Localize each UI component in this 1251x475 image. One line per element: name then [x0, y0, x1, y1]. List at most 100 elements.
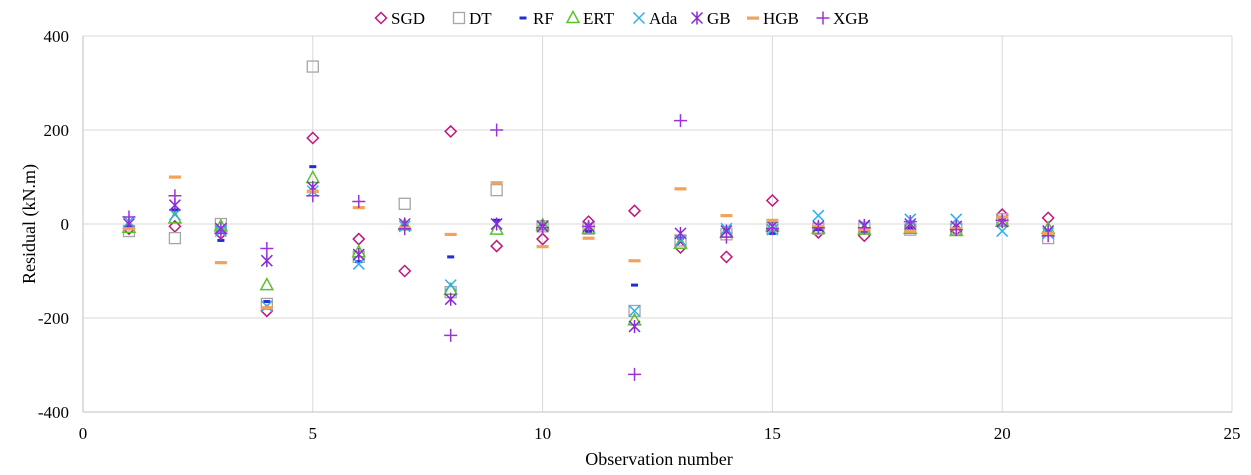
data-point [674, 187, 687, 191]
legend-label: RF [533, 9, 554, 28]
data-point [857, 221, 871, 235]
data-point [490, 123, 504, 137]
data-point [444, 232, 457, 237]
data-point [673, 114, 687, 128]
axes: 0 5 10 15 20 25 400 200 0 -200 -400 [38, 27, 1241, 443]
data-point [444, 124, 458, 138]
x-tick-label: 20 [994, 424, 1011, 443]
data-point [122, 227, 135, 231]
data-point [168, 219, 182, 233]
grid [83, 35, 1233, 412]
data-point [719, 250, 734, 264]
data-point [765, 193, 779, 208]
data-point [1041, 229, 1055, 243]
legend-marker [374, 11, 388, 25]
data-point [352, 257, 365, 270]
data-point [536, 232, 550, 246]
data-point [812, 209, 825, 222]
data-point [627, 204, 642, 218]
data-point [260, 254, 273, 268]
data-point [949, 223, 963, 237]
data-point [352, 248, 365, 262]
data-point [168, 175, 181, 179]
data-point [214, 261, 227, 265]
y-tick-label: -400 [38, 403, 69, 422]
data-point [582, 219, 596, 233]
data-point [260, 306, 273, 310]
data-point [309, 165, 317, 169]
data-point [766, 218, 779, 222]
legend-label: Ada [649, 9, 678, 28]
data-point [214, 226, 228, 240]
series-ada [122, 185, 1055, 317]
data-point [259, 277, 275, 291]
legend-item-sgd: SGD [374, 9, 425, 28]
legend-item-ada: Ada [632, 9, 678, 28]
legend-label: GB [707, 9, 731, 28]
data-point [628, 319, 641, 333]
legend-marker [690, 11, 704, 25]
legend-label: ERT [583, 9, 615, 28]
legend-item-dt: DT [452, 9, 492, 28]
x-axis-title: Observation number [585, 449, 732, 469]
data-point [355, 260, 363, 264]
legend-marker [747, 16, 759, 20]
legend-marker [519, 16, 527, 20]
data-point [260, 297, 273, 311]
legend-item-xgb: XGB [816, 9, 869, 28]
data-point [674, 226, 687, 240]
data-point [631, 283, 639, 287]
legend-marker [632, 11, 646, 25]
data-point [995, 213, 1009, 227]
data-point [490, 181, 503, 185]
legend-marker [452, 11, 466, 25]
data-point [398, 264, 412, 278]
data-point [536, 221, 550, 235]
legend-label: DT [469, 9, 492, 28]
x-tick-label: 10 [534, 424, 551, 443]
x-tick-label: 25 [1224, 424, 1241, 443]
data-point [996, 225, 1009, 238]
data-point [628, 259, 641, 263]
data-point [490, 184, 503, 197]
legend-label: HGB [763, 9, 799, 28]
data-point [260, 241, 274, 255]
data-point [765, 222, 779, 236]
legend-item-ert: ERT [565, 9, 615, 28]
legend: SGD DT RF ERT Ada GB HGB XGB [374, 9, 869, 28]
data-point [306, 189, 320, 203]
legend-marker [565, 9, 581, 24]
data-point [398, 222, 412, 236]
data-point [628, 304, 641, 317]
data-point [168, 231, 182, 245]
legend-marker [816, 11, 830, 25]
data-point [306, 60, 319, 73]
data-point [490, 217, 503, 231]
data-point [903, 215, 917, 229]
data-point [628, 367, 642, 381]
x-tick-label: 15 [764, 424, 781, 443]
data-point [582, 236, 595, 240]
data-point [490, 239, 504, 253]
data-point [447, 255, 455, 259]
data-point [398, 197, 411, 210]
legend-item-rf: RF [519, 9, 554, 28]
data-point [444, 279, 457, 292]
data-point [168, 189, 182, 203]
series-xgb [122, 114, 1055, 381]
data-point [306, 131, 320, 145]
y-tick-label: 200 [44, 121, 70, 140]
series [121, 60, 1056, 381]
x-tick-label: 0 [79, 424, 88, 443]
y-tick-label: -200 [38, 309, 69, 328]
data-point [719, 230, 733, 244]
data-point [352, 194, 366, 208]
data-point [811, 221, 825, 235]
data-point [217, 238, 225, 242]
data-point [352, 232, 366, 246]
data-point [536, 245, 549, 249]
series-dt [122, 60, 1055, 318]
data-point [444, 292, 457, 306]
